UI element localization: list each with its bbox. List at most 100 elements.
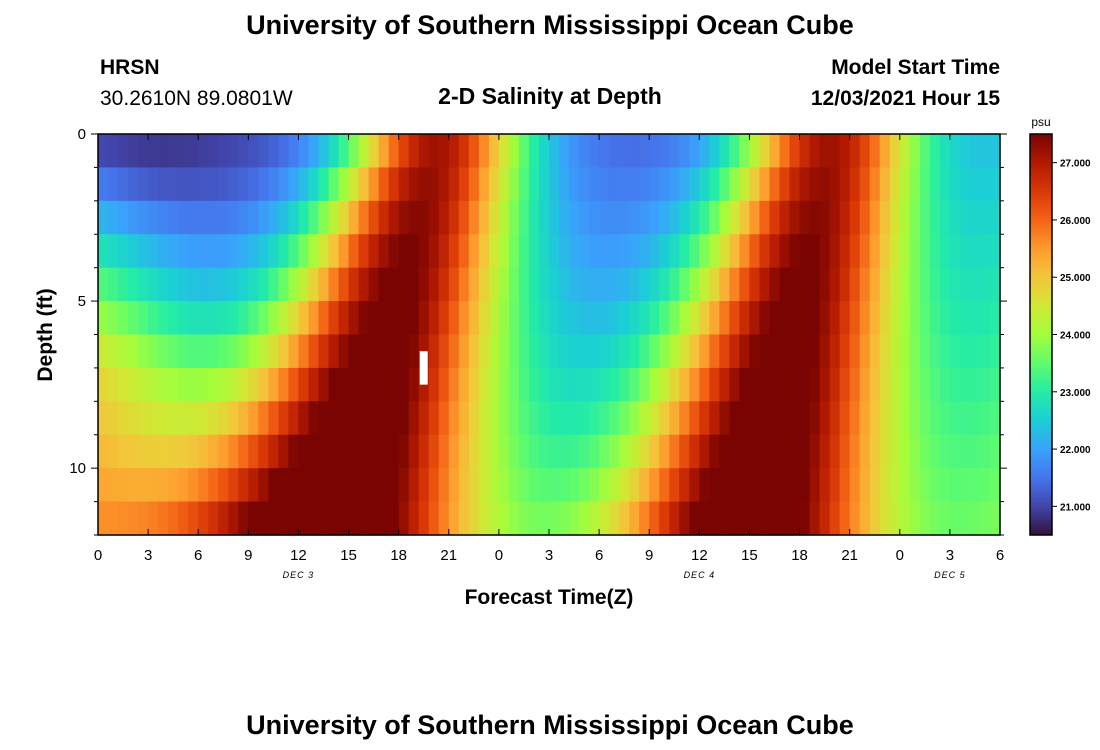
heatmap-cell <box>218 234 229 269</box>
heatmap-cell <box>729 434 741 469</box>
heatmap-cell <box>328 468 340 503</box>
heatmap-cell <box>819 200 831 235</box>
heatmap-cell <box>468 301 480 336</box>
heatmap-cell <box>979 401 991 436</box>
heatmap-cell <box>889 501 901 536</box>
heatmap-cell <box>438 468 450 503</box>
heatmap-cell <box>118 334 129 369</box>
heatmap-cell <box>208 134 219 169</box>
heatmap-cell <box>188 501 199 536</box>
heatmap-cell <box>929 267 941 302</box>
heatmap-cell <box>549 301 560 336</box>
heatmap-cell <box>488 434 500 469</box>
heatmap-cell <box>749 501 761 536</box>
heatmap-cell <box>448 267 460 302</box>
heatmap-cell <box>709 267 720 302</box>
heatmap-cell <box>518 167 530 202</box>
heatmap-cell <box>508 501 520 536</box>
heatmap-cell <box>488 267 500 302</box>
heatmap-cell <box>959 401 971 436</box>
heatmap-cell <box>739 167 751 202</box>
heatmap-cell <box>518 301 530 336</box>
heatmap-cell <box>428 134 440 169</box>
x-tick-label: 12 <box>290 547 307 564</box>
heatmap-cell <box>949 301 961 336</box>
heatmap-cell <box>849 301 861 336</box>
heatmap-cell <box>979 501 991 536</box>
heatmap-cell <box>919 301 931 336</box>
heatmap-cell <box>158 167 169 202</box>
heatmap-cell <box>398 301 410 336</box>
heatmap-cell <box>869 434 881 469</box>
heatmap-cell <box>719 434 730 469</box>
heatmap-cell <box>559 501 570 536</box>
heatmap-cell <box>779 468 791 503</box>
heatmap-cell <box>849 334 861 369</box>
heatmap-cell <box>498 434 510 469</box>
heatmap-cell <box>759 434 771 469</box>
heatmap-cell <box>989 401 1001 436</box>
heatmap-cell <box>118 468 129 503</box>
heatmap-cell <box>318 367 330 402</box>
heatmap-cell <box>98 334 109 369</box>
heatmap-cell <box>538 267 550 302</box>
heatmap-cell <box>428 167 440 202</box>
heatmap-cell <box>969 134 981 169</box>
heatmap-cell <box>248 434 259 469</box>
heatmap-cell <box>639 501 650 536</box>
heatmap-cell <box>619 501 630 536</box>
heatmap-cell <box>338 401 350 436</box>
heatmap-cell <box>689 200 700 235</box>
heatmap-cell <box>549 334 560 369</box>
heatmap-cell <box>709 234 720 269</box>
heatmap-cell <box>298 167 310 202</box>
heatmap-cell <box>849 468 861 503</box>
heatmap-cell <box>809 267 821 302</box>
heatmap-cell <box>478 301 490 336</box>
heatmap-cell <box>789 301 801 336</box>
heatmap-cell <box>158 234 169 269</box>
heatmap-cell <box>889 134 901 169</box>
heatmap-cell <box>769 401 781 436</box>
heatmap-cell <box>538 468 550 503</box>
heatmap-cell <box>589 334 600 369</box>
heatmap-cell <box>528 167 540 202</box>
heatmap-cell <box>739 234 751 269</box>
heatmap-cell <box>388 501 400 536</box>
heatmap-cell <box>669 301 680 336</box>
heatmap-cell <box>118 501 129 536</box>
heatmap-cell <box>328 234 340 269</box>
heatmap-cell <box>178 134 189 169</box>
heatmap-cell <box>448 134 460 169</box>
heatmap-cell <box>478 267 490 302</box>
heatmap-cell <box>869 167 881 202</box>
heatmap-cell <box>268 134 279 169</box>
heatmap-cell <box>268 200 279 235</box>
heatmap-cell <box>178 301 189 336</box>
heatmap-cell <box>969 234 981 269</box>
heatmap-cell <box>899 501 911 536</box>
heatmap-cell <box>739 267 751 302</box>
heatmap-cell <box>869 200 881 235</box>
heatmap-cell <box>879 267 891 302</box>
heatmap-cell <box>168 267 179 302</box>
heatmap-cell <box>268 167 279 202</box>
x-tick-label: 0 <box>896 547 904 564</box>
heatmap-cell <box>659 301 670 336</box>
heatmap-cell <box>278 434 290 469</box>
heatmap-cell <box>238 401 249 436</box>
heatmap-cell <box>418 234 430 269</box>
heatmap-cell <box>909 434 921 469</box>
heatmap-cell <box>679 468 690 503</box>
heatmap-cell <box>649 234 660 269</box>
heatmap-cell <box>348 267 360 302</box>
heatmap-cell <box>899 334 911 369</box>
x-axis-label: Forecast Time(Z) <box>465 586 634 609</box>
heatmap-cell <box>609 301 620 336</box>
colorbar-unit: psu <box>1031 115 1050 129</box>
heatmap-cell <box>378 334 390 369</box>
heatmap-cell <box>579 434 590 469</box>
heatmap-cell <box>949 200 961 235</box>
heatmap-cell <box>799 334 811 369</box>
heatmap-cell <box>669 501 680 536</box>
